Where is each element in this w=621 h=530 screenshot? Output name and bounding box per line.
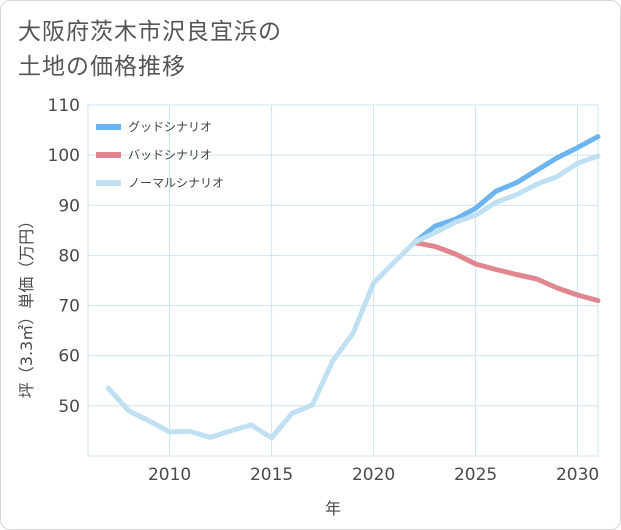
y-tick-label: 100 xyxy=(48,146,80,166)
x-tick-label: 2010 xyxy=(148,465,191,485)
y-axis-title: 坪（3.3㎡）単価（万円） xyxy=(17,213,36,398)
page-title: 大阪府茨木市沢良宜浜の 土地の価格推移 xyxy=(18,15,282,85)
y-tick-label: 80 xyxy=(58,246,80,266)
series-line-2 xyxy=(105,153,601,441)
y-tick-labels: 50 60 70 80 90 100 110 xyxy=(48,96,80,417)
series-line-0 xyxy=(411,134,601,245)
title-line-2: 土地の価格推移 xyxy=(18,54,186,80)
series-line-1 xyxy=(411,239,601,304)
y-tick-label: 90 xyxy=(58,196,80,216)
y-tick-label: 70 xyxy=(58,297,80,317)
chart-series-lines xyxy=(105,134,601,441)
legend-label: バッドシナリオ xyxy=(128,148,212,162)
title-line-1: 大阪府茨木市沢良宜浜の xyxy=(18,19,282,45)
x-axis-title: 年 xyxy=(325,499,341,518)
x-tick-labels: 2010 2015 2020 2025 2030 xyxy=(148,465,599,485)
y-tick-label: 60 xyxy=(58,347,80,367)
x-tick-label: 2025 xyxy=(454,465,497,485)
x-tick-label: 2030 xyxy=(556,465,599,485)
y-tick-label: 50 xyxy=(58,397,80,417)
y-tick-label: 110 xyxy=(48,96,80,116)
legend-label: ノーマルシナリオ xyxy=(128,176,224,190)
x-tick-label: 2020 xyxy=(352,465,395,485)
legend-label: グッドシナリオ xyxy=(128,120,212,134)
x-tick-label: 2015 xyxy=(250,465,293,485)
